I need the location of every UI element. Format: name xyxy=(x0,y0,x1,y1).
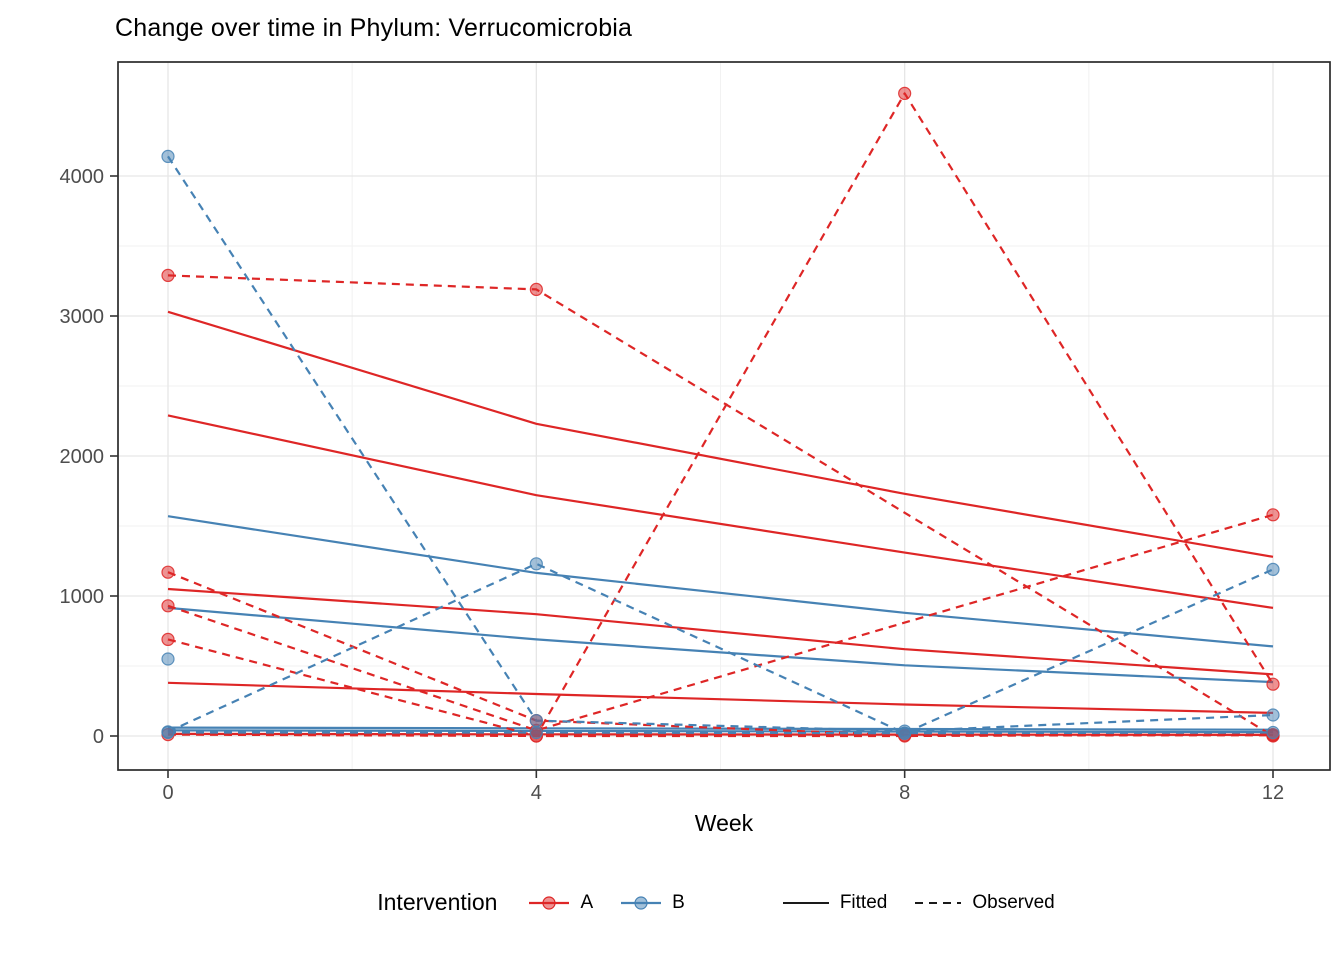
y-tick-label: 2000 xyxy=(60,446,105,468)
panel-border xyxy=(117,61,1331,771)
legend-key-a-icon xyxy=(529,895,570,910)
a-observed-point xyxy=(161,268,175,282)
y-tick-label: 3000 xyxy=(60,306,105,328)
b-observed-point xyxy=(529,713,543,728)
y-tick-label: 0 xyxy=(93,726,104,748)
plot-area: 0 4 8 12 0 1000 2000 3000 4000 xyxy=(60,61,1331,804)
x-tick-label: 0 xyxy=(162,782,173,804)
b-observed-point xyxy=(161,652,175,666)
b-observed-point xyxy=(529,557,543,571)
y-tick-label: 1000 xyxy=(60,586,105,608)
a-observed-point xyxy=(161,565,175,579)
a-fitted-line xyxy=(167,414,1274,609)
b-observed-point xyxy=(1266,725,1280,740)
legend-item-group-a: A xyxy=(527,892,593,914)
gridlines xyxy=(118,62,1330,770)
a-fitted-line xyxy=(167,681,1274,714)
y-tick-label: 4000 xyxy=(60,166,105,188)
legend: Intervention A B Fitted xyxy=(0,889,1344,916)
legend-key-observed-icon xyxy=(915,901,962,904)
legend-key-b-icon xyxy=(621,895,662,910)
a-observed-line xyxy=(167,513,1274,732)
x-tick-label: 8 xyxy=(899,782,910,804)
a-observed-point xyxy=(1266,508,1280,522)
legend-label-a: A xyxy=(580,891,594,913)
a-observed-point xyxy=(161,599,175,613)
observed-lines xyxy=(167,92,1274,738)
b-observed-line xyxy=(168,731,1274,735)
legend-item-observed: Observed xyxy=(913,891,1055,914)
a-fitted-line xyxy=(167,587,1274,676)
b-observed-point xyxy=(1266,708,1280,722)
a-observed-line xyxy=(167,733,1274,738)
b-fitted-line xyxy=(167,606,1274,684)
b-observed-line xyxy=(167,155,1274,733)
b-observed-point xyxy=(161,149,175,163)
x-tick-label: 4 xyxy=(531,782,542,804)
b-observed-point xyxy=(898,726,912,740)
legend-item-group-b: B xyxy=(619,892,685,914)
b-observed-line xyxy=(167,562,1274,735)
x-axis-title: Week xyxy=(694,810,754,836)
b-observed-point xyxy=(1266,562,1280,577)
a-observed-line xyxy=(167,571,1273,737)
b-observed-point xyxy=(161,725,175,740)
legend-item-fitted: Fitted xyxy=(781,891,888,914)
b-observed-point xyxy=(529,725,543,740)
a-observed-point xyxy=(529,282,543,296)
x-tick-label: 12 xyxy=(1262,782,1284,804)
a-observed-point xyxy=(1266,677,1280,691)
a-observed-point xyxy=(898,86,912,101)
legend-label-observed: Observed xyxy=(972,891,1055,913)
legend-title: Intervention xyxy=(377,889,498,915)
axis-ticks: 0 4 8 12 0 1000 2000 3000 4000 xyxy=(60,166,1285,804)
a-observed-point xyxy=(161,632,175,647)
legend-label-b: B xyxy=(672,891,685,913)
legend-label-fitted: Fitted xyxy=(839,891,888,913)
legend-key-fitted-icon xyxy=(782,901,829,904)
chart-title: Change over time in Phylum: Verrucomicro… xyxy=(115,14,633,42)
observed-points xyxy=(161,86,1280,743)
b-fitted-line xyxy=(167,729,1274,734)
a-fitted-line xyxy=(167,310,1274,558)
a-fitted-line xyxy=(167,732,1274,736)
b-fitted-line xyxy=(167,515,1274,648)
